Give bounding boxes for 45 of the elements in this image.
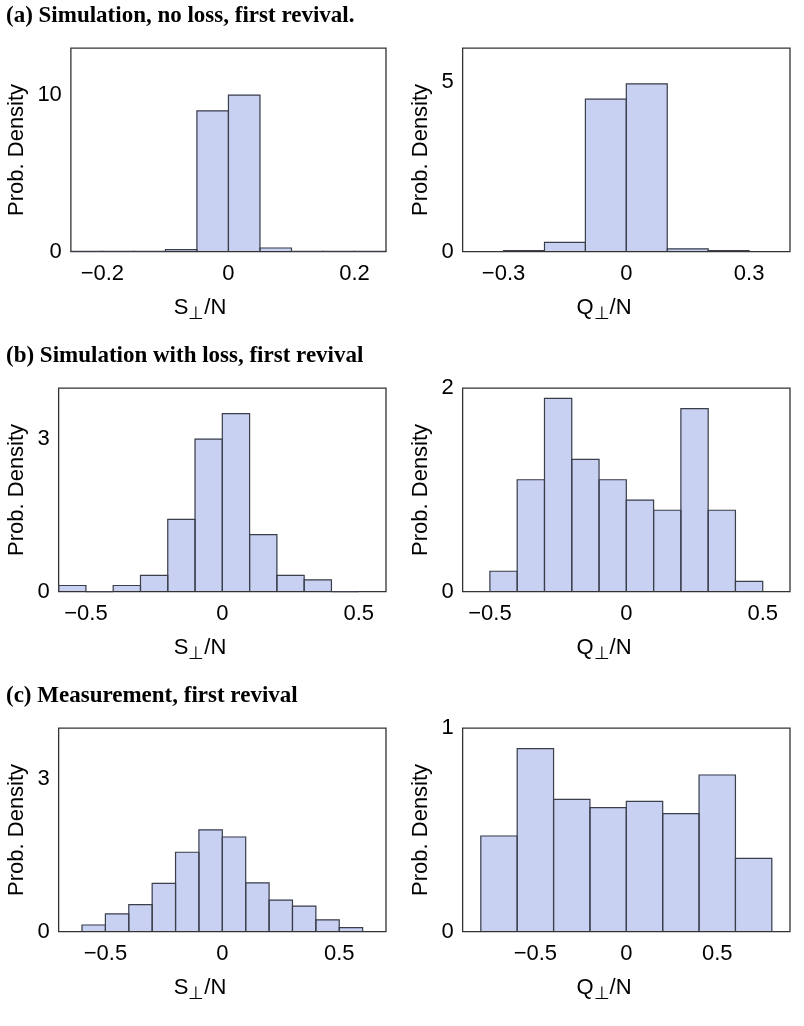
- y-axis-title: Prob. Density: [3, 83, 29, 216]
- y-tick-label: 0: [49, 237, 62, 263]
- y-tick-label: 0: [441, 577, 454, 603]
- x-axis-title: S$_{⊥}$/N: [172, 294, 228, 325]
- x-tick-label: −0.2: [80, 259, 125, 285]
- x-axis-title: S$_{⊥}$/N: [172, 974, 228, 1005]
- y-tick-label: 1: [441, 714, 454, 740]
- x-tick-label: 0: [620, 939, 633, 965]
- x-axis-title: Q$_{⊥}$/N: [575, 294, 633, 325]
- x-axis-title: Q$_{⊥}$/N: [575, 634, 633, 665]
- chart-title: (b) Simulation with loss, first revival: [6, 342, 364, 368]
- x-axis-title: S$_{⊥}$/N: [172, 634, 228, 665]
- x-tick-label: 0.5: [323, 939, 355, 965]
- x-tick-label: 0.2: [339, 259, 370, 285]
- x-axis-title: Q$_{⊥}$/N: [575, 974, 633, 1005]
- x-tick-label: 0: [222, 259, 235, 285]
- x-tick-label: 0.5: [701, 939, 733, 965]
- y-tick-label: 3: [37, 765, 50, 791]
- x-tick-label: −0.5: [468, 599, 512, 625]
- x-tick-label: −0.5: [64, 599, 108, 625]
- y-tick-label: 5: [441, 68, 454, 94]
- x-tick-label: 0.5: [343, 599, 375, 625]
- y-axis-title: Prob. Density: [3, 763, 29, 896]
- y-tick-label: 0: [441, 237, 454, 263]
- chart-title: (a) Simulation, no loss, first revival.: [6, 2, 355, 28]
- x-tick-label: −0.5: [513, 939, 558, 965]
- x-tick-label: 0: [216, 599, 229, 625]
- x-tick-label: 0.3: [733, 259, 765, 285]
- x-tick-label: 0.5: [747, 599, 779, 625]
- y-tick-label: 0: [37, 577, 50, 603]
- y-axis-title: Prob. Density: [407, 763, 433, 896]
- x-tick-label: 0: [620, 259, 633, 285]
- y-tick-label: 0: [37, 917, 50, 943]
- chart-title: (c) Measurement, first revival: [6, 682, 298, 708]
- x-tick-label: −0.3: [481, 259, 526, 285]
- y-tick-label: 2: [441, 374, 454, 400]
- x-tick-label: 0: [216, 939, 229, 965]
- y-axis-title: Prob. Density: [3, 423, 29, 556]
- x-tick-label: 0: [620, 599, 633, 625]
- x-tick-label: −0.5: [83, 939, 128, 965]
- y-axis-title: Prob. Density: [407, 423, 433, 556]
- y-tick-label: 3: [37, 425, 50, 451]
- y-axis-title: Prob. Density: [407, 83, 433, 216]
- y-tick-label: 10: [37, 81, 62, 107]
- y-tick-label: 0: [441, 917, 454, 943]
